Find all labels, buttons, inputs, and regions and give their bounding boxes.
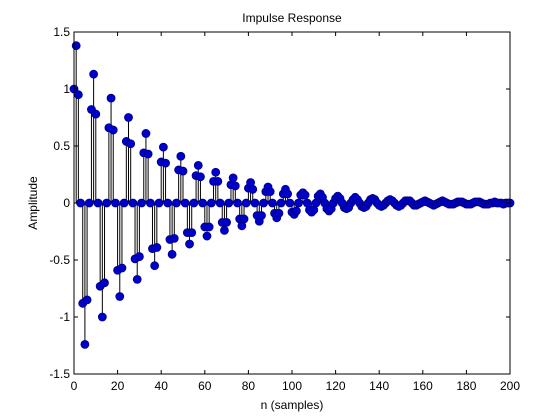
stem-marker bbox=[283, 189, 293, 199]
stem-marker bbox=[132, 274, 142, 284]
y-tick-label: 1.5 bbox=[53, 25, 70, 39]
stem-marker bbox=[150, 261, 160, 271]
stem-marker bbox=[178, 166, 188, 176]
stem-marker bbox=[265, 187, 275, 197]
stem-marker bbox=[93, 198, 103, 208]
stem-marker bbox=[241, 198, 251, 208]
y-tick-label: -0.5 bbox=[49, 253, 70, 267]
stem-marker bbox=[248, 184, 258, 194]
stem-marker bbox=[220, 225, 229, 235]
stem-marker bbox=[111, 198, 120, 208]
x-tick-label: 160 bbox=[413, 379, 433, 393]
x-tick-label: 200 bbox=[500, 379, 520, 393]
y-tick-label: -1 bbox=[59, 310, 70, 324]
stem-marker bbox=[82, 295, 92, 305]
stem-marker bbox=[158, 142, 168, 152]
stem-marker bbox=[108, 125, 118, 135]
stem-marker bbox=[163, 198, 173, 208]
stem-marker bbox=[250, 198, 260, 208]
y-tick-label: 0.5 bbox=[53, 139, 70, 153]
stem-marker bbox=[167, 249, 177, 259]
stem-marker bbox=[215, 198, 225, 208]
x-tick-label: 0 bbox=[71, 379, 78, 393]
stem-marker bbox=[172, 198, 181, 208]
stem-marker bbox=[276, 198, 286, 208]
stem-marker bbox=[84, 198, 94, 208]
stem-marker bbox=[259, 198, 269, 208]
stem-markers bbox=[69, 41, 515, 349]
stem-marker bbox=[141, 129, 151, 138]
stem-marker bbox=[176, 151, 186, 161]
stem-marker bbox=[73, 90, 83, 100]
stem-marker bbox=[102, 198, 112, 208]
stem-marker bbox=[193, 160, 203, 170]
stem-marker bbox=[152, 243, 162, 252]
stem-marker bbox=[285, 198, 295, 208]
x-axis-ticks: 0 20 40 60 80 100 120 140 160 180 200 bbox=[71, 32, 520, 393]
stem-marker bbox=[128, 198, 138, 208]
chart-title: Impulse Response bbox=[242, 11, 342, 25]
x-tick-label: 40 bbox=[155, 379, 169, 393]
stem-marker bbox=[211, 167, 221, 177]
stem-marker bbox=[100, 278, 109, 288]
y-axis-ticks: -1.5 -1 -0.5 0 0.5 1 1.5 bbox=[49, 25, 510, 381]
x-tick-label: 20 bbox=[111, 379, 125, 393]
stem-marker bbox=[117, 263, 127, 273]
stem-marker bbox=[124, 113, 133, 122]
y-axis-label: Amplitude bbox=[26, 176, 40, 230]
x-tick-label: 80 bbox=[242, 379, 256, 393]
stem-marker bbox=[294, 198, 303, 208]
x-axis-label: n (samples) bbox=[261, 398, 324, 412]
y-tick-label: -1.5 bbox=[49, 367, 70, 381]
x-tick-label: 60 bbox=[198, 379, 212, 393]
stem-marker bbox=[97, 312, 107, 322]
stem-marker bbox=[213, 176, 223, 186]
stem-marker bbox=[185, 239, 194, 249]
x-tick-label: 100 bbox=[282, 379, 302, 393]
stem-marker bbox=[233, 198, 242, 208]
stem-marker bbox=[106, 93, 116, 103]
stem-marker bbox=[291, 206, 301, 216]
stem-marker bbox=[187, 228, 197, 238]
stem-marker bbox=[196, 172, 205, 182]
stem-marker bbox=[202, 231, 212, 241]
stem-marker bbox=[274, 208, 284, 218]
y-tick-label: 1 bbox=[63, 82, 70, 96]
stem-marker bbox=[119, 198, 129, 208]
stem-marker bbox=[239, 214, 249, 224]
stem-marker bbox=[169, 233, 179, 243]
stem-marker bbox=[204, 222, 214, 232]
stem-marker bbox=[143, 149, 153, 159]
stem-marker bbox=[137, 198, 146, 208]
stem-marker bbox=[71, 41, 81, 51]
stem-marker bbox=[198, 198, 208, 208]
stem-marker bbox=[267, 198, 277, 208]
x-tick-label: 180 bbox=[456, 379, 476, 393]
stem-marker bbox=[126, 139, 136, 149]
stem-marker bbox=[206, 198, 216, 208]
stem-marker bbox=[180, 198, 190, 208]
stem-marker bbox=[257, 211, 266, 220]
stem-marker bbox=[189, 198, 199, 208]
stem-marker bbox=[154, 198, 164, 208]
stem-marker bbox=[222, 217, 232, 227]
x-tick-label: 140 bbox=[369, 379, 389, 393]
stem-marker bbox=[89, 69, 99, 79]
x-tick-label: 120 bbox=[326, 379, 346, 393]
stem-marker bbox=[145, 198, 155, 208]
stem-marker bbox=[134, 252, 144, 261]
stem-marker bbox=[80, 339, 90, 349]
stem-marker bbox=[161, 158, 170, 168]
stem-marker bbox=[300, 190, 310, 200]
stem-marker bbox=[224, 198, 234, 208]
y-tick-label: 0 bbox=[63, 196, 70, 210]
stem-marker bbox=[115, 292, 125, 301]
stem-marker bbox=[91, 109, 101, 119]
stem-marker bbox=[228, 173, 238, 183]
stem-marker bbox=[230, 181, 240, 191]
